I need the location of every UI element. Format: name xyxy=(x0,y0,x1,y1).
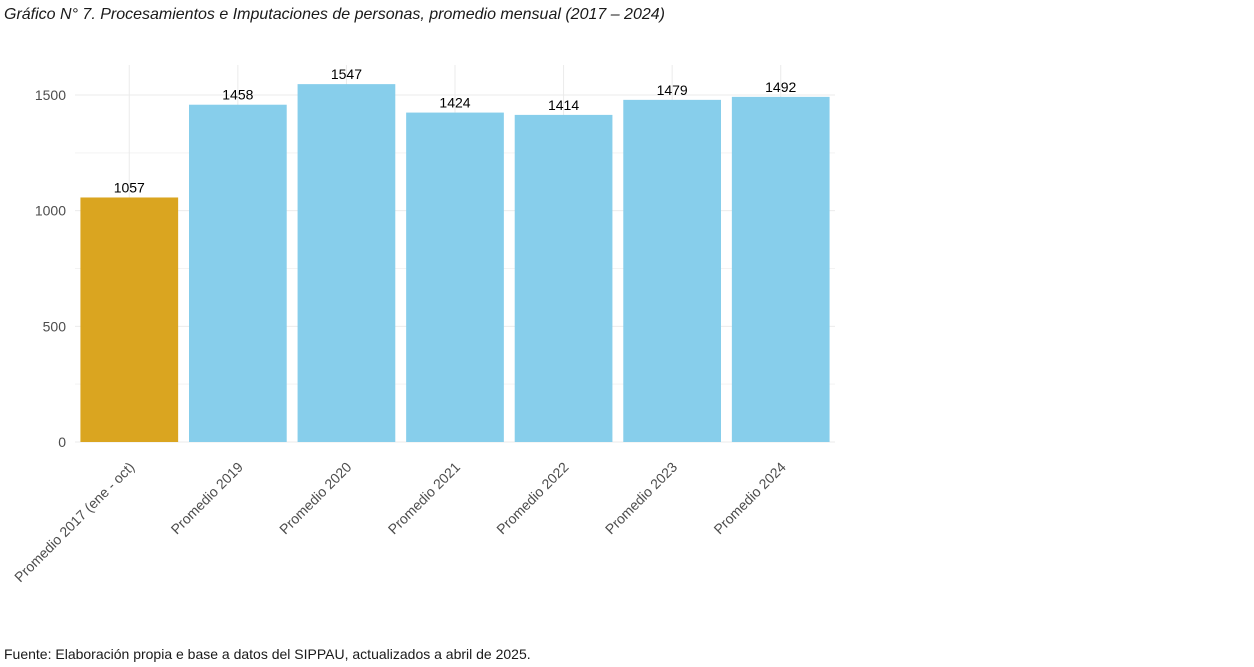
x-tick-label: Promedio 2021 xyxy=(385,459,464,538)
x-axis-ticks: Promedio 2017 (ene - oct) Promedio 2019 Pr… xyxy=(11,459,789,585)
y-tick-label: 500 xyxy=(43,318,67,334)
bar-6 xyxy=(623,99,721,442)
bar-4 xyxy=(406,112,504,443)
x-tick-label: Promedio 2017 (ene - oct) xyxy=(11,459,137,585)
bar-1 xyxy=(80,197,179,442)
y-tick-label: 0 xyxy=(58,434,66,450)
x-tick-label: Promedio 2020 xyxy=(276,459,355,538)
bar-value-label: 1057 xyxy=(114,179,145,195)
bar-2 xyxy=(189,104,287,442)
x-tick-label: Promedio 2019 xyxy=(168,459,247,538)
bar-value-label: 1492 xyxy=(765,79,796,95)
source-note: Fuente: Elaboración propia e base a dato… xyxy=(4,646,531,662)
x-tick-label: Promedio 2022 xyxy=(493,459,572,538)
bar-value-label: 1479 xyxy=(657,82,688,98)
bars xyxy=(80,84,830,443)
bar-5 xyxy=(514,114,613,443)
y-tick-label: 1500 xyxy=(35,87,66,103)
bar-7 xyxy=(731,96,830,442)
bar-3 xyxy=(297,84,396,443)
bar-value-label: 1414 xyxy=(548,97,579,113)
chart-title: Gráfico N° 7. Procesamientos e Imputacio… xyxy=(4,6,665,23)
bar-value-label: 1547 xyxy=(331,66,362,82)
y-tick-label: 1000 xyxy=(35,203,66,219)
bar-value-labels: 1057 1458 1547 1424 1414 1479 1492 xyxy=(114,66,797,195)
bar-value-label: 1424 xyxy=(439,95,470,111)
x-tick-label: Promedio 2023 xyxy=(602,459,681,538)
bar-value-label: 1458 xyxy=(222,87,253,103)
x-tick-label: Promedio 2024 xyxy=(710,459,789,538)
bar-chart: 1057 1458 1547 1424 1414 1479 1492 0 500 1000 150… xyxy=(11,65,835,585)
y-axis-ticks: 0 500 1000 1500 xyxy=(35,87,66,450)
